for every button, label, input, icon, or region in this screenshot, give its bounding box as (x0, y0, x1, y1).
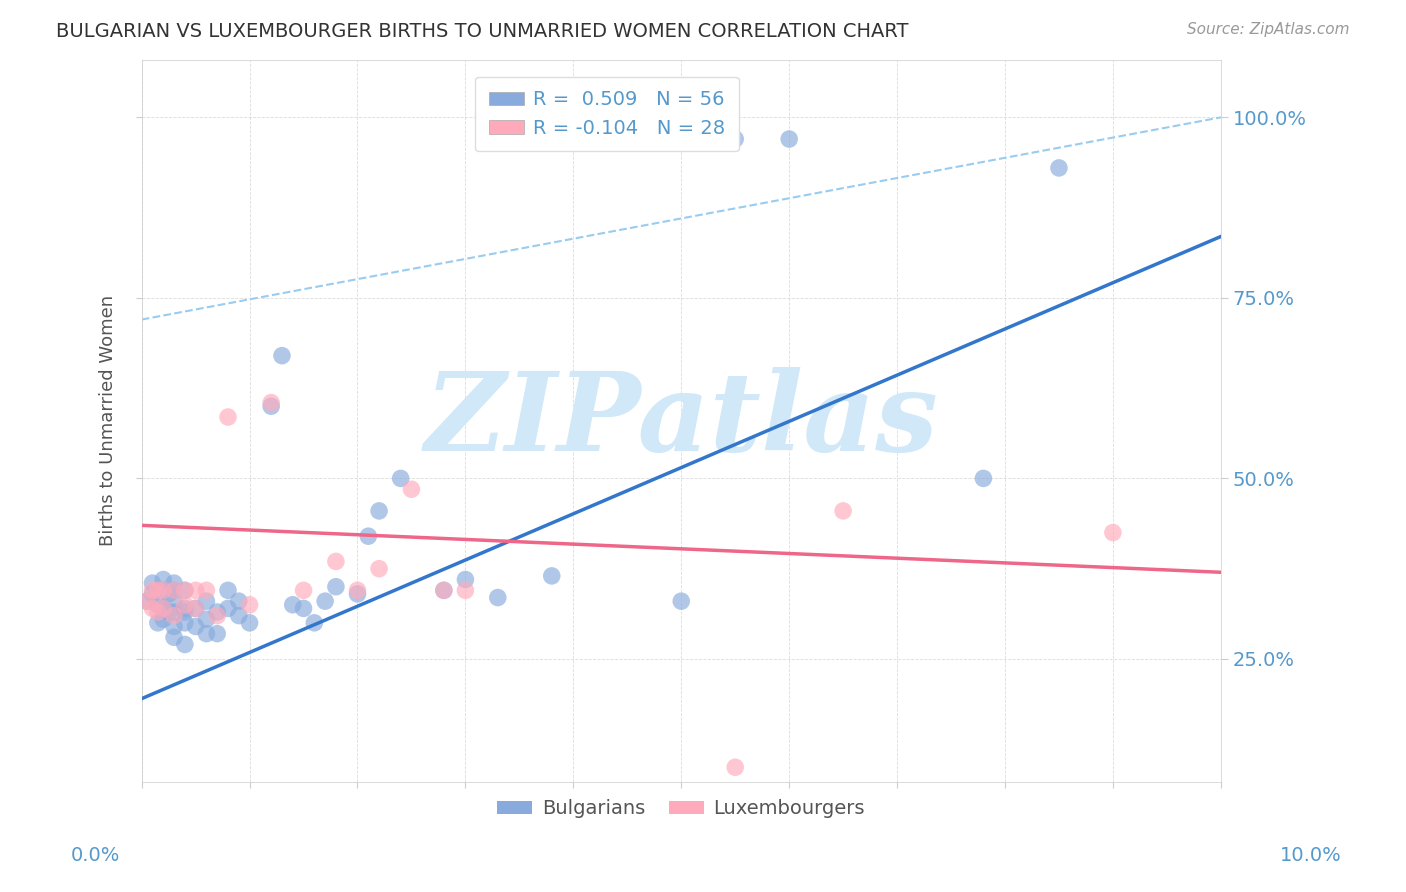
Text: BULGARIAN VS LUXEMBOURGER BIRTHS TO UNMARRIED WOMEN CORRELATION CHART: BULGARIAN VS LUXEMBOURGER BIRTHS TO UNMA… (56, 22, 908, 41)
Point (152, 573, 174, 587)
Point (173, 605, 195, 619)
Point (173, 601, 195, 615)
Point (671, 594, 693, 608)
Point (433, 583, 456, 598)
Point (152, 612, 174, 626)
Point (389, 471, 412, 485)
Point (595, 132, 617, 146)
Point (239, 615, 262, 630)
Point (260, 399, 283, 413)
Point (239, 598, 262, 612)
Point (173, 583, 195, 598)
Point (152, 601, 174, 615)
Point (141, 576, 163, 591)
Text: Source: ZipAtlas.com: Source: ZipAtlas.com (1187, 22, 1350, 37)
Point (146, 615, 169, 630)
Point (163, 608, 186, 623)
Point (195, 612, 218, 626)
Point (173, 598, 195, 612)
Point (972, 471, 994, 485)
Point (146, 598, 169, 612)
Point (141, 587, 163, 601)
Point (724, 132, 747, 146)
Text: 0.0%: 0.0% (70, 846, 121, 864)
Text: 10.0%: 10.0% (1279, 846, 1341, 864)
Point (346, 587, 368, 601)
Point (260, 395, 283, 409)
Point (217, 583, 239, 598)
Point (141, 583, 163, 598)
Point (163, 619, 186, 633)
Point (346, 583, 368, 598)
Point (1047, 161, 1070, 175)
Point (778, 132, 800, 146)
Y-axis label: Births to Unmarried Women: Births to Unmarried Women (100, 295, 117, 546)
Point (228, 594, 250, 608)
Point (454, 583, 477, 598)
Point (325, 554, 347, 568)
Point (195, 594, 218, 608)
Legend: Bulgarians, Luxembourgers: Bulgarians, Luxembourgers (489, 791, 873, 826)
Text: ZIPatlas: ZIPatlas (425, 367, 938, 475)
Point (357, 529, 380, 543)
Point (173, 583, 195, 598)
Point (184, 619, 207, 633)
Point (433, 583, 456, 598)
Point (205, 605, 228, 619)
Point (173, 615, 195, 630)
Point (163, 605, 186, 619)
Point (292, 601, 315, 615)
Point (292, 583, 315, 598)
Point (184, 601, 207, 615)
Point (271, 349, 294, 363)
Point (281, 598, 304, 612)
Point (157, 605, 180, 619)
Point (163, 583, 186, 598)
Point (540, 569, 562, 583)
Point (152, 601, 174, 615)
Point (583, 132, 606, 146)
Point (146, 605, 169, 619)
Point (157, 587, 180, 601)
Point (325, 580, 347, 594)
Point (368, 562, 391, 576)
Point (314, 594, 336, 608)
Point (195, 626, 218, 640)
Point (195, 583, 218, 598)
Point (163, 583, 186, 598)
Point (184, 601, 207, 615)
Point (724, 760, 747, 774)
Point (832, 504, 855, 518)
Point (163, 630, 186, 644)
Point (163, 576, 186, 591)
Point (217, 410, 239, 425)
Point (136, 594, 159, 608)
Point (184, 583, 207, 598)
Point (228, 608, 250, 623)
Point (205, 608, 228, 623)
Point (152, 583, 174, 598)
Point (173, 638, 195, 652)
Point (152, 583, 174, 598)
Point (304, 615, 326, 630)
Point (368, 504, 391, 518)
Point (141, 601, 163, 615)
Point (163, 594, 186, 608)
Point (205, 626, 228, 640)
Point (454, 573, 477, 587)
Point (217, 601, 239, 615)
Point (146, 583, 169, 598)
Point (401, 482, 423, 496)
Point (1102, 525, 1125, 540)
Point (486, 591, 509, 605)
Point (136, 594, 159, 608)
